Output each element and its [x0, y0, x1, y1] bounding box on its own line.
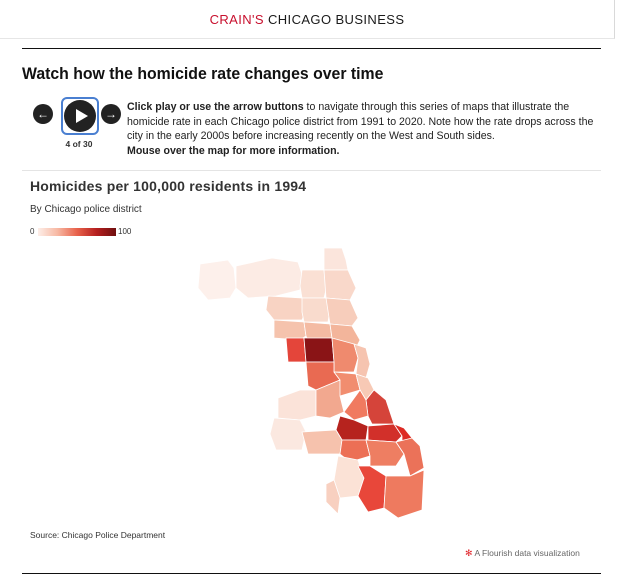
district-roseland[interactable]	[357, 465, 387, 513]
play-button-focus-ring	[61, 97, 99, 135]
district-town-hall[interactable]	[325, 297, 359, 327]
instructions-tail: Mouse over the map for more information.	[127, 144, 340, 157]
district-grand-crossing[interactable]	[367, 423, 403, 443]
flourish-logo-icon: ✻	[465, 548, 473, 558]
district-chicago-lawn[interactable]	[335, 415, 369, 441]
bottom-divider	[22, 573, 601, 574]
play-icon	[76, 109, 88, 123]
district-jefferson-park[interactable]	[265, 295, 307, 321]
district-far-south-west[interactable]	[325, 479, 341, 515]
district-midway[interactable]	[269, 417, 307, 451]
district-chicago-lawn-west[interactable]	[277, 389, 317, 421]
district-harrison[interactable]	[303, 337, 335, 363]
instructions-body: to navigate through this series of maps …	[127, 101, 594, 142]
previous-button[interactable]: ←	[33, 104, 53, 124]
chart-title: Homicides per 100,000 residents in 1994	[30, 178, 307, 194]
district-austin-west[interactable]	[285, 337, 307, 363]
page-headline: Watch how the homicide rate changes over…	[22, 64, 384, 83]
instructions-lead: Click play or use the arrow buttons	[127, 101, 304, 113]
district-map	[197, 247, 425, 519]
instructions-text: Click play or use the arrow buttons to n…	[127, 100, 605, 158]
district-gresham[interactable]	[339, 439, 371, 463]
district-pullman[interactable]	[383, 469, 425, 519]
district-grand-crossing-north[interactable]	[343, 389, 369, 421]
masthead[interactable]: CRAIN'S CHICAGO BUSINESS	[0, 12, 614, 27]
district-calumet-east[interactable]	[395, 437, 425, 477]
flourish-credit-label: A Flourish data visualization	[474, 548, 580, 558]
legend-min-label: 0	[30, 227, 35, 236]
district-far-northwest[interactable]	[235, 257, 303, 299]
district-albany-park[interactable]	[301, 297, 331, 323]
top-divider	[22, 48, 601, 49]
arrow-left-icon: ←	[37, 107, 49, 121]
legend-gradient-bar	[38, 228, 116, 236]
playback-controls: ← → 4 of 30	[33, 97, 125, 153]
masthead-title: CHICAGO BUSINESS	[267, 12, 405, 27]
play-button[interactable]	[64, 100, 96, 132]
district-morgan-park-north[interactable]	[301, 429, 343, 455]
district-grand-central[interactable]	[273, 319, 307, 341]
district-lincolnwood-area[interactable]	[299, 269, 327, 299]
source-note: Source: Chicago Police Department	[30, 530, 166, 540]
district-edgewater[interactable]	[323, 269, 357, 301]
legend-max-label: 100	[118, 227, 132, 236]
flourish-credit[interactable]: ✻ A Flourish data visualization	[465, 548, 580, 559]
site-header: CRAIN'S CHICAGO BUSINESS	[0, 0, 615, 39]
district-ohare[interactable]	[197, 259, 237, 301]
slide-counter: 4 of 30	[65, 139, 93, 149]
district-rogers-park[interactable]	[323, 247, 349, 271]
district-englewood[interactable]	[365, 389, 395, 425]
section-divider	[22, 170, 601, 171]
arrow-right-icon: →	[105, 107, 117, 121]
chart-subtitle: By Chicago police district	[30, 204, 142, 215]
color-legend: 0 100	[30, 226, 150, 240]
next-button[interactable]: →	[101, 104, 121, 124]
district-shakespeare[interactable]	[303, 321, 333, 341]
masthead-brand: CRAIN'S	[209, 12, 264, 27]
